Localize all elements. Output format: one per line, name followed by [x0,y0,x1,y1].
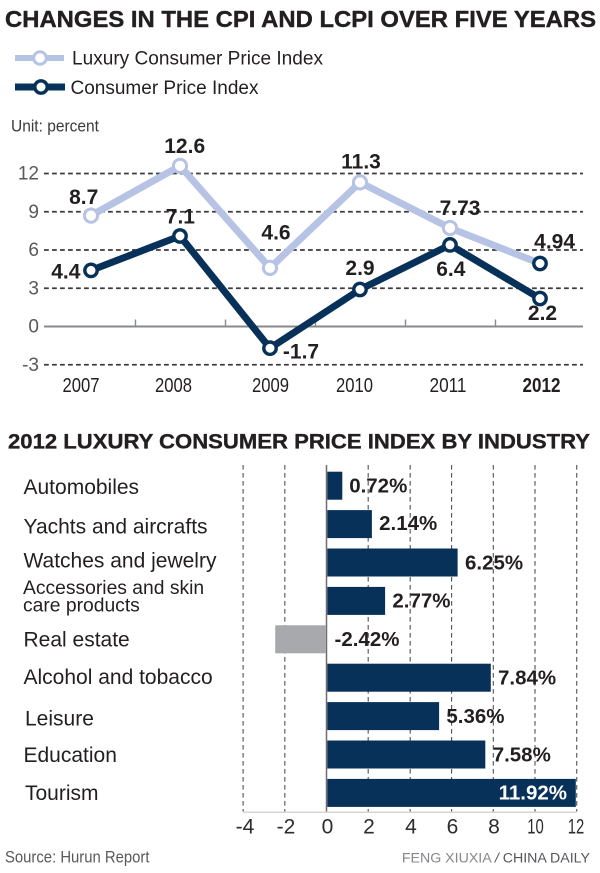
svg-text:2008: 2008 [155,374,192,397]
svg-text:CHANGES IN THE CPI AND LCPI OV: CHANGES IN THE CPI AND LCPI OVER FIVE YE… [5,6,596,32]
svg-text:6.4: 6.4 [436,258,466,281]
svg-text:7.58%: 7.58% [493,743,551,766]
svg-text:2.9: 2.9 [345,257,374,280]
svg-text:Real estate: Real estate [24,629,130,652]
svg-text:4.4: 4.4 [51,260,81,283]
svg-text:Alcohol and tobacco: Alcohol and tobacco [24,666,213,689]
svg-text:7.73: 7.73 [440,197,481,220]
svg-text:4.6: 4.6 [261,221,290,244]
svg-text:-1.7: -1.7 [283,341,319,364]
svg-text:Source: Hurun Report: Source: Hurun Report [5,848,150,866]
svg-text:-2: -2 [277,816,296,839]
svg-text:2.2: 2.2 [528,302,557,325]
svg-text:12.6: 12.6 [164,135,205,158]
svg-text:Automobiles: Automobiles [24,476,140,499]
svg-text:2007: 2007 [63,374,100,397]
svg-text:2012 LUXURY CONSUMER PRICE IND: 2012 LUXURY CONSUMER PRICE INDEX BY INDU… [8,429,590,453]
svg-text:2.14%: 2.14% [379,512,437,535]
svg-text:7.1: 7.1 [166,206,196,229]
svg-text:8: 8 [488,816,500,839]
svg-text:0.72%: 0.72% [349,475,407,498]
svg-text:2012: 2012 [523,374,561,397]
svg-text:6: 6 [28,240,39,261]
svg-text:Unit: percent: Unit: percent [11,118,99,136]
svg-text:-2.42%: -2.42% [335,628,400,651]
svg-text:Yachts and aircrafts: Yachts and aircrafts [24,516,208,539]
svg-text:12: 12 [18,164,39,185]
svg-text:Luxury Consumer Price Index: Luxury Consumer Price Index [72,48,323,70]
svg-text:6.25%: 6.25% [465,551,523,574]
svg-text:0: 0 [28,317,39,338]
svg-text:2010: 2010 [336,374,373,397]
svg-text:care products: care products [23,596,140,617]
svg-text:-4: -4 [236,816,255,839]
svg-text:2011: 2011 [430,374,467,397]
svg-text:2009: 2009 [252,374,289,397]
svg-text:11.3: 11.3 [341,150,381,173]
svg-text:8.7: 8.7 [69,186,98,209]
svg-text:5.36%: 5.36% [446,705,504,728]
svg-text:4.94: 4.94 [534,230,575,253]
svg-text:Education: Education [24,744,117,767]
svg-text:0: 0 [322,816,334,839]
svg-text:6: 6 [447,816,459,839]
svg-text:-3: -3 [22,355,39,376]
svg-text:2: 2 [363,816,375,839]
svg-text:FENG XIUXIA / CHINA DAILY: FENG XIUXIA / CHINA DAILY [402,851,591,867]
svg-text:11.92%: 11.92% [499,782,567,805]
svg-text:Accessories and skin: Accessories and skin [23,578,204,599]
svg-text:Watches and jewelry: Watches and jewelry [24,550,217,573]
svg-text:12: 12 [568,816,585,839]
svg-text:Leisure: Leisure [25,708,94,731]
svg-text:2.77%: 2.77% [392,590,450,613]
svg-text:Tourism: Tourism [25,782,99,805]
svg-text:9: 9 [28,202,39,223]
svg-text:3: 3 [28,279,39,300]
svg-text:Consumer Price Index: Consumer Price Index [71,77,259,99]
svg-text:4: 4 [405,816,417,839]
svg-text:10: 10 [527,816,544,839]
svg-text:7.84%: 7.84% [498,667,556,690]
